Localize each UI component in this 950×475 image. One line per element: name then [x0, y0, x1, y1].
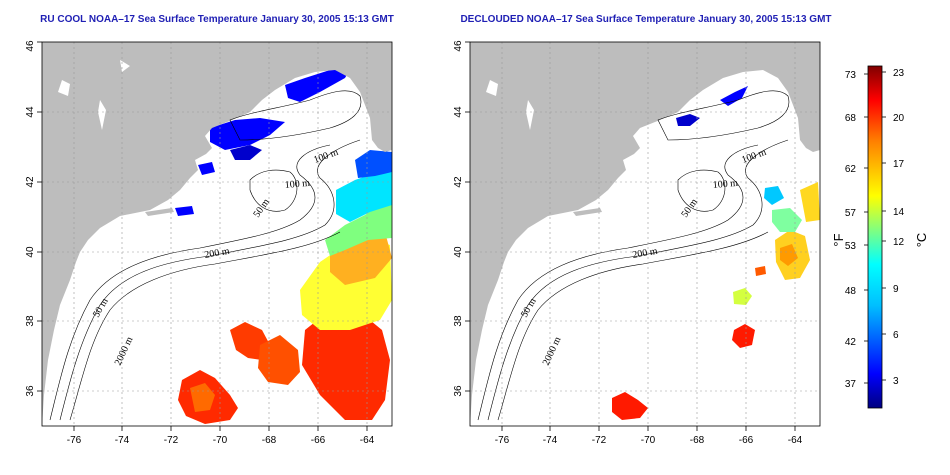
sst-patch-cyan-east [336, 170, 392, 222]
right-panel: DECLOUDED NOAA–17 Sea Surface Temperatur… [453, 14, 832, 446]
sst-patch-yellow-mid [733, 288, 752, 305]
x-tick-label: -66 [311, 435, 326, 446]
colorbar-c-tick: 6 [893, 330, 899, 341]
sst-patch-yellow-corner [800, 182, 820, 222]
sst-patch-warm-small [755, 266, 766, 276]
y-tick-label: 46 [25, 40, 36, 52]
y-tick-label: 42 [25, 176, 36, 188]
y-tick-label: 44 [453, 106, 464, 118]
left-panel-title: RU COOL NOAA–17 Sea Surface Temperature … [40, 14, 394, 25]
right-land [470, 42, 820, 426]
left-y-axis: 36 38 40 42 44 46 [25, 40, 42, 397]
right-x-axis: -76 -74 -72 -70 -68 -66 -64 [495, 426, 803, 446]
right-sst-overlay [612, 86, 820, 420]
sst-patch-cold-gulf [210, 118, 285, 150]
x-tick-label: -76 [67, 435, 82, 446]
sst-patch-cold-south [175, 206, 194, 216]
colorbar-f-tick: 42 [845, 337, 857, 348]
y-tick-label: 36 [453, 385, 464, 397]
y-tick-label: 38 [25, 315, 36, 327]
sst-patch-cold-north [285, 66, 352, 102]
right-plot-frame [469, 41, 821, 427]
colorbar-unit-c: °C [914, 233, 929, 248]
x-tick-label: -74 [543, 435, 558, 446]
right-y-axis: 36 38 40 42 44 46 [453, 40, 470, 397]
sst-patch-cyan-east [764, 186, 784, 205]
contour-label: 100 m [284, 178, 310, 191]
y-tick-label: 38 [453, 315, 464, 327]
y-tick-label: 46 [453, 40, 464, 52]
x-tick-label: -72 [164, 435, 179, 446]
left-bathymetry-contours [49, 90, 362, 421]
right-bathymetry-contours [477, 90, 790, 421]
y-tick-label: 40 [453, 246, 464, 258]
x-tick-label: -70 [641, 435, 656, 446]
sst-patch-warm-south [612, 392, 648, 420]
colorbar-unit-f: °F [831, 233, 846, 246]
left-grid [42, 42, 392, 426]
y-tick-label: 40 [25, 246, 36, 258]
colorbar-gradient [867, 65, 883, 409]
x-tick-label: -70 [213, 435, 228, 446]
right-panel-title: DECLOUDED NOAA–17 Sea Surface Temperatur… [460, 14, 831, 25]
sst-patch-cold-gulf2 [230, 145, 262, 160]
colorbar: 73 68 62 57 53 48 42 37 23 20 17 14 12 9… [831, 65, 929, 409]
left-sst-overlay [175, 66, 392, 424]
sst-patch-blue-shelf [355, 150, 392, 178]
sst-patch-warm-south-inner [190, 383, 215, 412]
sst-patch-warm-mid2 [258, 335, 300, 385]
colorbar-f-tick: 48 [845, 286, 857, 297]
sst-patch-warm-east [302, 310, 390, 420]
contour-label: 200 m [204, 246, 231, 261]
y-tick-label: 36 [25, 385, 36, 397]
colorbar-f-tick: 62 [845, 164, 857, 175]
colorbar-f-tick: 73 [845, 70, 857, 81]
contour-label: 100 m [712, 178, 738, 191]
sst-patch-warm-mid [732, 324, 755, 348]
right-grid [470, 42, 820, 426]
sst-patch-green-east [325, 200, 392, 256]
x-tick-label: -74 [115, 435, 130, 446]
left-land [42, 42, 392, 426]
x-tick-label: -64 [788, 435, 803, 446]
left-plot-frame [41, 41, 393, 427]
colorbar-f-tick: 37 [845, 379, 857, 390]
sst-patch-cold-cape [198, 162, 215, 175]
x-tick-label: -68 [262, 435, 277, 446]
colorbar-c-tick: 3 [893, 376, 899, 387]
sst-patch-orange-east [780, 244, 798, 266]
sst-patch-cold-gulf [676, 114, 700, 126]
x-tick-label: -68 [690, 435, 705, 446]
colorbar-f-tick: 53 [845, 241, 857, 252]
left-island [145, 208, 174, 216]
left-panel: RU COOL NOAA–17 Sea Surface Temperature … [25, 14, 394, 446]
colorbar-c-tick: 12 [893, 237, 905, 248]
right-island [573, 208, 602, 216]
colorbar-c-tick: 20 [893, 113, 905, 124]
x-tick-label: -72 [592, 435, 607, 446]
y-tick-label: 42 [453, 176, 464, 188]
colorbar-c-tick: 17 [893, 159, 905, 170]
x-tick-label: -76 [495, 435, 510, 446]
sst-patch-green-east [772, 208, 802, 232]
y-tick-label: 44 [25, 106, 36, 118]
colorbar-c-tick: 14 [893, 207, 905, 218]
sst-patch-cold-north [720, 86, 748, 106]
x-tick-label: -64 [360, 435, 375, 446]
colorbar-f-tick: 68 [845, 113, 857, 124]
contour-label: 200 m [632, 246, 659, 261]
colorbar-c-tick: 9 [893, 284, 899, 295]
left-x-axis: -76 -74 -72 -70 -68 -66 -64 [67, 426, 375, 446]
colorbar-f-tick: 57 [845, 208, 857, 219]
colorbar-c-tick: 23 [893, 68, 905, 79]
x-tick-label: -66 [739, 435, 754, 446]
